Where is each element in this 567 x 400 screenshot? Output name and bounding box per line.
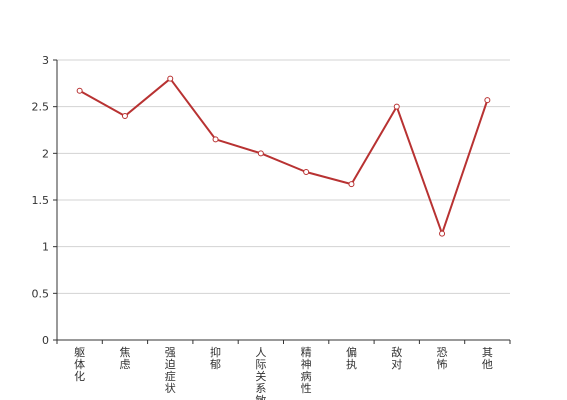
- x-tick-label: 精神病性: [301, 346, 312, 395]
- x-tick-labels: 躯体化 焦虑 强迫症状 抑郁 人际关系敏感 精神病性 偏执 敌对 恐怖 其他: [74, 345, 493, 400]
- x-tick-label: 人际关系敏感: [255, 346, 266, 400]
- series: [76, 75, 491, 237]
- y-tick-label: 0.5: [32, 287, 50, 300]
- data-point: [167, 75, 174, 82]
- series-line: [79, 77, 489, 235]
- x-tick-label: 其他: [482, 346, 493, 371]
- axes: [53, 59, 511, 344]
- y-tick-label: 0: [42, 334, 49, 347]
- data-point: [393, 103, 400, 110]
- y-tick-label: 2: [42, 147, 49, 160]
- y-tick-label: 2.5: [32, 101, 50, 114]
- y-tick-label: 1: [42, 241, 49, 254]
- grid-lines: [57, 59, 510, 294]
- data-point: [484, 97, 491, 104]
- data-point: [121, 113, 128, 119]
- x-tick-label: 偏执: [346, 345, 357, 371]
- data-point: [76, 87, 83, 94]
- x-tick-label: 恐怖: [437, 346, 448, 371]
- y-tick-label: 1.5: [32, 194, 50, 207]
- y-tick-label: 3: [42, 54, 49, 67]
- x-tick-label: 抑郁: [210, 345, 221, 371]
- data-point: [212, 136, 219, 143]
- x-tick-label: 焦虑: [119, 346, 130, 371]
- data-point: [303, 169, 310, 175]
- x-tick-label: 躯体化: [74, 346, 85, 383]
- x-tick-label: 强迫症状: [165, 346, 176, 395]
- data-point: [439, 230, 446, 237]
- x-tick-label: 敌对: [391, 345, 402, 371]
- data-point: [257, 150, 264, 157]
- y-tick-labels: 0 0.5 1 1.5 2 2.5 3: [32, 54, 50, 347]
- data-point: [348, 181, 355, 188]
